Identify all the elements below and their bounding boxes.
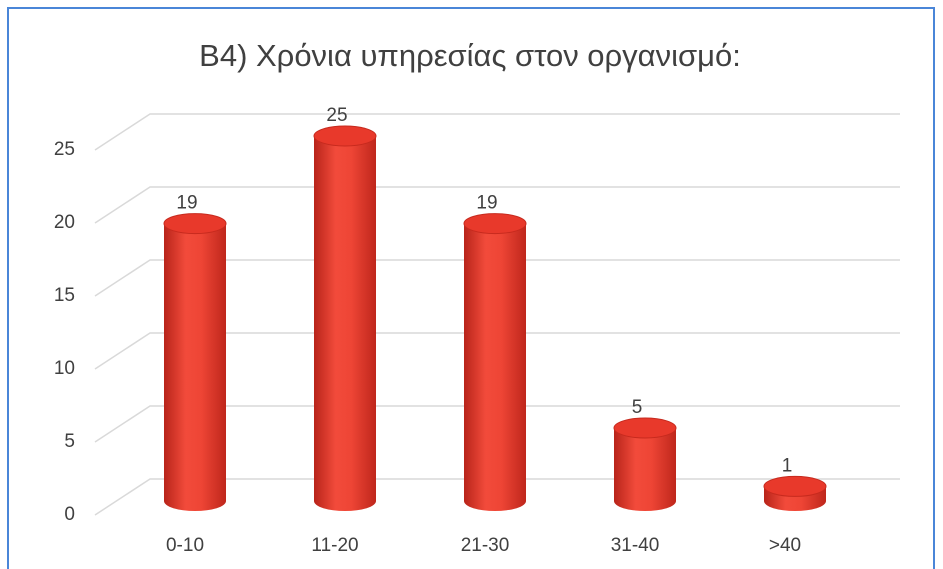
bar	[763, 475, 827, 511]
y-tick-label: 15	[54, 285, 75, 306]
grid-line	[94, 259, 900, 297]
grid-line	[94, 405, 900, 443]
grid-line	[94, 332, 900, 370]
y-tick-label: 20	[54, 212, 75, 233]
bar-top	[463, 213, 527, 235]
x-tick-label: 0-10	[166, 535, 204, 556]
chart-title: B4) Χρόνια υπηρεσίας στον οργανισμό:	[199, 38, 741, 73]
x-tick-label: 21-30	[461, 535, 510, 556]
bar	[463, 213, 527, 511]
x-tick-label: 31-40	[611, 535, 660, 556]
bar-top	[613, 417, 677, 439]
y-tick-label: 10	[54, 358, 75, 379]
data-label: 19	[176, 193, 197, 214]
data-label: 19	[476, 193, 497, 214]
bar	[163, 213, 227, 511]
bar-top	[763, 475, 827, 497]
bar	[313, 125, 377, 511]
bar-body	[164, 223, 226, 511]
bar-body	[464, 223, 526, 511]
x-tick-label: 11-20	[311, 535, 358, 556]
grid-line	[94, 113, 900, 151]
y-tick-label: 25	[54, 139, 75, 160]
data-label: 5	[632, 397, 643, 418]
data-label: 1	[782, 455, 793, 476]
y-tick-label: 0	[64, 504, 75, 525]
y-tick-label: 5	[64, 431, 75, 452]
x-tick-label: >40	[769, 535, 801, 556]
bar-top	[163, 213, 227, 235]
grid-line	[94, 186, 900, 224]
data-label: 25	[326, 105, 347, 126]
bar-body	[614, 428, 676, 511]
bar-top	[313, 125, 377, 147]
bar	[613, 417, 677, 511]
bar-body	[314, 136, 376, 511]
